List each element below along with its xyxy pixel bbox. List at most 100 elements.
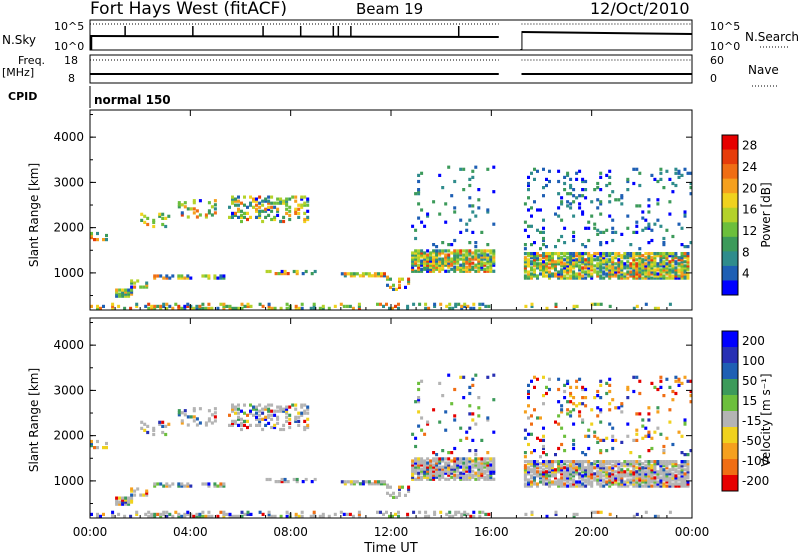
power-cell [581, 194, 585, 198]
velocity-cell [674, 478, 678, 482]
power-cell [668, 212, 672, 216]
power-cell [523, 264, 527, 268]
velocity-cell [680, 478, 684, 482]
power-cell [183, 201, 187, 205]
power-cell [527, 258, 530, 262]
power-cell [647, 241, 651, 245]
power-cell [523, 258, 527, 262]
velocity-cell [587, 480, 591, 484]
power-cell [414, 257, 418, 261]
power-cell [578, 254, 582, 258]
power-cell [426, 249, 430, 253]
power-cell [207, 302, 211, 306]
velocity-cell [659, 379, 663, 383]
power-cell [459, 218, 463, 222]
velocity-cell [629, 478, 633, 482]
power-cell [641, 254, 645, 258]
power-cell [620, 264, 624, 268]
power-cell [635, 268, 639, 272]
power-cell [581, 262, 585, 266]
velocity-cell [554, 482, 557, 486]
power-cell [662, 268, 666, 272]
power-cell [447, 263, 451, 267]
velocity-cell [647, 462, 651, 466]
velocity-cell [471, 473, 475, 477]
power-cell [523, 256, 527, 260]
power-cell [450, 261, 454, 265]
power-cell [111, 306, 115, 310]
power-cell [635, 167, 639, 171]
power-cell [668, 302, 672, 306]
power-cell [321, 304, 325, 308]
power-cell [557, 274, 561, 278]
power-cell [407, 277, 411, 281]
velocity-cell [584, 484, 588, 488]
power-cell [596, 198, 600, 202]
power-cell [406, 304, 410, 308]
xaxis-label: Time UT [363, 541, 417, 554]
power-cell [620, 272, 624, 276]
power-cell [486, 167, 490, 171]
velocity-cell [417, 477, 421, 481]
velocity-cell [620, 482, 624, 486]
power-cell [554, 268, 557, 272]
power-cell [599, 243, 603, 247]
power-cell [432, 200, 436, 204]
velocity-cell [213, 484, 217, 488]
power-cell [620, 262, 624, 266]
velocity-cell [638, 484, 642, 488]
velocity-cell [261, 407, 265, 411]
velocity-cell [641, 466, 645, 470]
velocity-cell [533, 385, 536, 389]
power-cell [593, 258, 597, 262]
velocity-cell [596, 472, 600, 476]
velocity-cell [523, 455, 527, 459]
power-cell [638, 268, 642, 272]
velocity-cell [527, 460, 530, 464]
velocity-cell [533, 476, 536, 480]
power-cell [599, 274, 603, 278]
velocity-cell [489, 471, 493, 475]
power-cell [638, 272, 642, 276]
velocity-cell [554, 453, 557, 457]
velocity-cell [447, 473, 451, 477]
velocity-cell [587, 462, 591, 466]
power-cell [653, 270, 657, 274]
velocity-cell [465, 463, 469, 467]
power-cell [557, 272, 561, 276]
velocity-cell [282, 409, 286, 413]
velocity-cell [653, 480, 657, 484]
velocity-cell [647, 470, 651, 474]
power-cell [596, 272, 600, 276]
velocity-cell [632, 484, 636, 488]
power-cell [477, 249, 481, 253]
velocity-cell [486, 465, 490, 469]
power-cell [602, 262, 606, 266]
power-cell [523, 268, 527, 272]
power-cell [629, 266, 633, 270]
power-cell [674, 183, 678, 188]
power-cell [411, 251, 415, 255]
velocity-cell [677, 383, 681, 387]
power-cell [587, 270, 591, 274]
velocity-cell [480, 465, 484, 469]
power-cell [668, 252, 672, 256]
velocity-cell [480, 438, 484, 442]
power-cell [530, 302, 534, 306]
velocity-cell [641, 424, 645, 428]
power-cell [611, 218, 615, 222]
velocity-cell [638, 379, 642, 383]
velocity-cell [548, 478, 551, 482]
velocity-cell [441, 473, 445, 477]
power-cell [605, 252, 609, 256]
colorbar-swatch [722, 251, 738, 267]
power-cell [545, 252, 548, 256]
velocity-cell [192, 409, 196, 413]
velocity-cell [560, 426, 564, 430]
velocity-cell [542, 375, 545, 379]
power-cell [599, 241, 603, 245]
velocity-cell [285, 407, 289, 411]
power-cell [246, 217, 249, 222]
power-cell [483, 263, 487, 267]
power-cell [127, 290, 131, 294]
